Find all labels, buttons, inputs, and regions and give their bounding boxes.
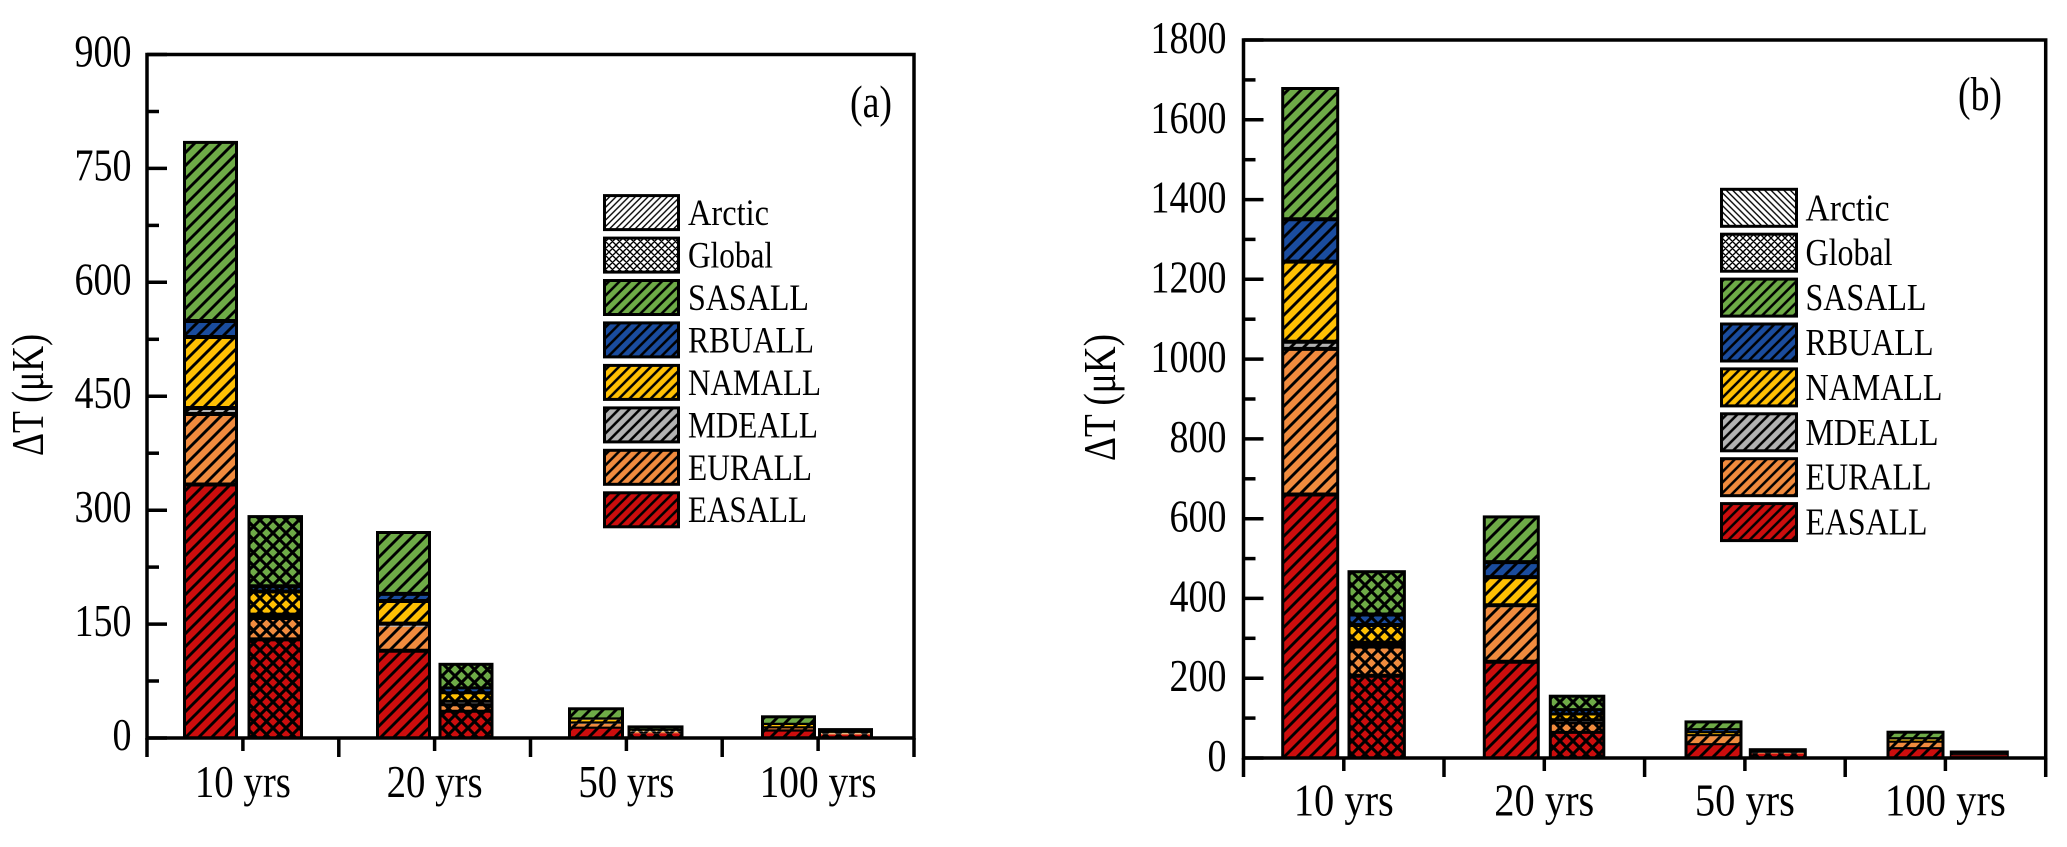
svg-text:800: 800 <box>1170 411 1227 462</box>
svg-text:EASALL: EASALL <box>688 490 807 531</box>
svg-text:NAMALL: NAMALL <box>688 363 821 404</box>
svg-text:EASALL: EASALL <box>1806 502 1928 544</box>
svg-text:1200: 1200 <box>1151 251 1227 302</box>
svg-text:200: 200 <box>1170 650 1227 701</box>
svg-text:0: 0 <box>1208 730 1227 781</box>
svg-text:300: 300 <box>75 481 132 532</box>
svg-text:1000: 1000 <box>1151 331 1227 382</box>
svg-text:Global: Global <box>1806 232 1893 274</box>
svg-text:EURALL: EURALL <box>1806 457 1932 499</box>
svg-text:ΔT (μK): ΔT (μK) <box>2 334 53 456</box>
svg-text:EURALL: EURALL <box>688 448 812 489</box>
svg-text:(a): (a) <box>850 76 892 127</box>
svg-text:Global: Global <box>688 236 773 277</box>
svg-text:ΔT (μK): ΔT (μK) <box>1074 334 1125 461</box>
svg-text:1800: 1800 <box>1151 12 1227 63</box>
svg-text:RBUALL: RBUALL <box>1806 322 1934 364</box>
svg-text:50 yrs: 50 yrs <box>578 756 674 807</box>
svg-text:10 yrs: 10 yrs <box>195 756 291 807</box>
svg-text:Arctic: Arctic <box>1806 187 1890 229</box>
svg-text:150: 150 <box>75 595 132 646</box>
svg-text:20 yrs: 20 yrs <box>1494 775 1594 826</box>
svg-text:SASALL: SASALL <box>1806 277 1927 319</box>
svg-text:20 yrs: 20 yrs <box>387 756 483 807</box>
svg-text:100 yrs: 100 yrs <box>760 756 877 807</box>
svg-text:600: 600 <box>1170 491 1227 542</box>
svg-text:1600: 1600 <box>1151 92 1227 143</box>
svg-text:750: 750 <box>75 139 132 190</box>
svg-text:450: 450 <box>75 367 132 418</box>
svg-text:Arctic: Arctic <box>688 193 769 234</box>
svg-text:NAMALL: NAMALL <box>1806 367 1943 409</box>
svg-text:MDEALL: MDEALL <box>1806 412 1939 454</box>
svg-text:1400: 1400 <box>1151 172 1227 223</box>
svg-text:10 yrs: 10 yrs <box>1294 775 1394 826</box>
svg-text:50 yrs: 50 yrs <box>1695 775 1795 826</box>
svg-text:(b): (b) <box>1958 68 2002 121</box>
svg-text:900: 900 <box>75 26 132 77</box>
svg-text:400: 400 <box>1170 570 1227 621</box>
svg-text:SASALL: SASALL <box>688 278 809 319</box>
svg-text:0: 0 <box>113 709 132 760</box>
svg-text:600: 600 <box>75 253 132 304</box>
svg-text:100 yrs: 100 yrs <box>1885 775 2006 826</box>
svg-text:MDEALL: MDEALL <box>688 405 818 446</box>
svg-text:RBUALL: RBUALL <box>688 320 814 361</box>
